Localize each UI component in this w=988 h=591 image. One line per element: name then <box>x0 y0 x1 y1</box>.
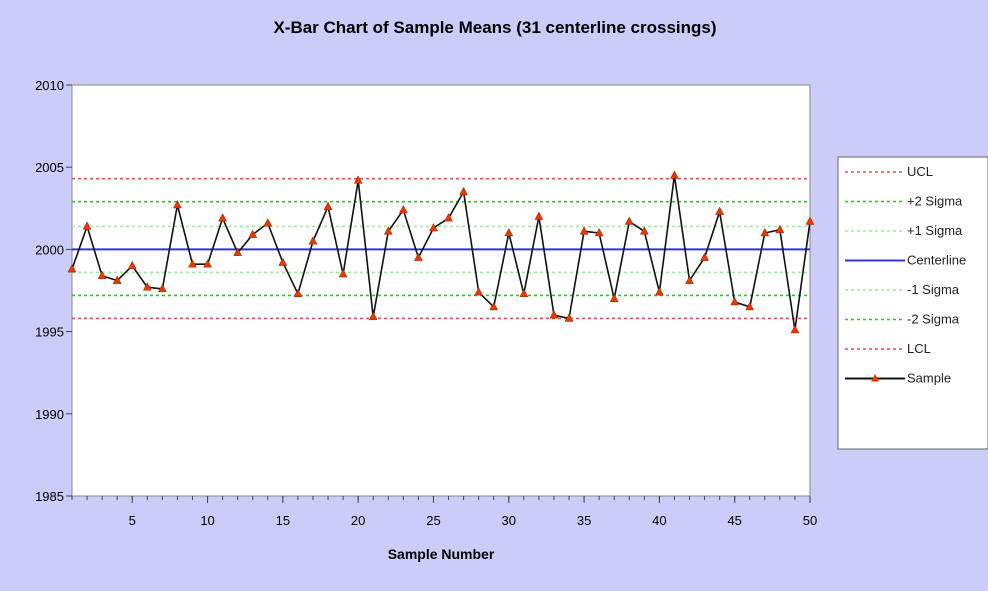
data-point-45 <box>730 296 740 306</box>
legend: UCL +2 Sigma +1 Sigma Centerline -1 Sigma -2 … <box>837 156 988 450</box>
legend-label-6: LCL <box>907 341 931 356</box>
y-tick-label-5: 2010 <box>35 78 64 93</box>
legend-label-0: UCL <box>907 164 933 179</box>
data-point-32 <box>534 211 544 220</box>
legend-label-7: Sample <box>907 371 951 386</box>
legend-marker-7 <box>871 374 879 382</box>
data-point-16 <box>293 288 303 298</box>
data-point-23 <box>398 204 408 214</box>
legend-label-1: +2 Sigma <box>907 194 963 209</box>
data-point-27 <box>459 186 469 196</box>
legend-items: UCL +2 Sigma +1 Sigma Centerline -1 Sigma -2 … <box>845 164 966 386</box>
data-point-25 <box>429 222 438 232</box>
data-point-5 <box>127 260 137 270</box>
data-point-42 <box>685 275 694 284</box>
y-tick-label-1: 1990 <box>35 407 64 422</box>
data-point-33 <box>549 310 559 319</box>
data-point-21 <box>368 311 378 321</box>
data-point-18 <box>323 201 333 210</box>
data-point-35 <box>579 226 589 235</box>
y-tick-label-0: 1985 <box>35 489 64 504</box>
y-tick-label-2: 1995 <box>35 325 64 340</box>
legend-label-4: -1 Sigma <box>907 282 960 297</box>
legend-label-2: +1 Sigma <box>907 223 963 238</box>
data-point-20 <box>353 175 363 184</box>
y-tick-label-4: 2005 <box>35 160 64 175</box>
data-point-44 <box>715 206 725 215</box>
x-tick-label-7: 40 <box>652 513 666 528</box>
data-point-1 <box>67 264 77 273</box>
data-point-7 <box>157 283 167 293</box>
data-point-38 <box>624 216 634 225</box>
data-point-24 <box>413 252 423 261</box>
data-point-37 <box>609 293 619 302</box>
data-point-46 <box>745 301 755 311</box>
data-point-31 <box>519 288 529 298</box>
y-axis: 1985 1990 1995 2000 2005 2010 <box>35 78 72 504</box>
data-point-14 <box>263 218 273 227</box>
data-point-8 <box>173 199 182 209</box>
x-tick-label-3: 20 <box>351 513 365 528</box>
data-point-22 <box>383 226 393 235</box>
legend-box <box>837 156 988 450</box>
sample-series <box>67 170 815 334</box>
data-point-26 <box>444 213 453 222</box>
data-point-3 <box>97 270 107 279</box>
data-point-12 <box>233 247 243 256</box>
control-limit-lines <box>72 177 810 320</box>
legend-label-3: Centerline <box>907 253 966 268</box>
chart-title: X-Bar Chart of Sample Means (31 centerli… <box>273 18 716 37</box>
data-point-6 <box>142 282 152 291</box>
plot-area <box>71 84 811 497</box>
data-point-40 <box>654 287 664 296</box>
data-point-11 <box>218 213 228 222</box>
data-point-9 <box>188 259 197 268</box>
data-point-43 <box>700 252 709 261</box>
x-tick-label-9: 50 <box>803 513 817 528</box>
data-point-15 <box>278 257 288 266</box>
x-tick-label-8: 45 <box>727 513 741 528</box>
x-tick-label-0: 5 <box>129 513 136 528</box>
data-point-19 <box>338 269 348 278</box>
data-point-39 <box>639 226 649 235</box>
data-point-2 <box>82 221 92 230</box>
x-tick-label-6: 35 <box>577 513 591 528</box>
data-point-48 <box>775 224 785 233</box>
x-tick-label-4: 25 <box>426 513 440 528</box>
data-point-34 <box>564 313 574 322</box>
data-point-36 <box>594 227 604 237</box>
data-point-50 <box>805 216 815 225</box>
data-point-10 <box>203 259 212 268</box>
x-tick-label-5: 30 <box>502 513 516 528</box>
data-point-13 <box>248 229 258 238</box>
x-axis-label: Sample Number <box>388 546 495 562</box>
data-point-30 <box>504 227 514 237</box>
data-point-28 <box>474 287 484 296</box>
data-point-41 <box>670 170 679 179</box>
data-point-47 <box>760 227 770 237</box>
x-tick-label-1: 10 <box>200 513 214 528</box>
data-point-29 <box>489 301 499 311</box>
data-point-4 <box>112 275 122 284</box>
y-tick-label-3: 2000 <box>35 242 64 257</box>
x-tick-label-2: 15 <box>276 513 290 528</box>
data-point-17 <box>308 236 318 245</box>
legend-label-5: -2 Sigma <box>907 312 960 327</box>
data-point-49 <box>790 324 800 334</box>
x-axis: 5 10 15 20 25 30 35 40 45 50 <box>71 496 817 528</box>
